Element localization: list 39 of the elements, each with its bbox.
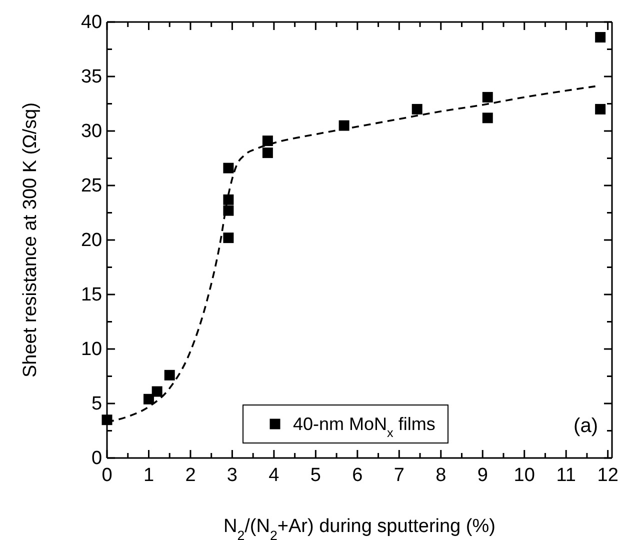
point [143, 394, 154, 404]
x-tick-label: 7 [394, 464, 404, 486]
x-tick-label: 1 [143, 464, 154, 486]
point [223, 162, 234, 174]
y-tick-label: 25 [80, 176, 102, 197]
point [262, 148, 273, 158]
y-tick-label: 5 [92, 394, 102, 415]
point [262, 136, 273, 146]
x-tick-label: 12 [597, 464, 618, 486]
point [595, 32, 606, 43]
x-tick-label: 9 [477, 464, 488, 486]
point [223, 232, 234, 244]
y-tick-label: 35 [80, 66, 102, 88]
point [482, 92, 493, 102]
point [595, 104, 606, 114]
y-tick-label: 40 [80, 12, 102, 34]
y-tick-label: 30 [80, 121, 102, 142]
y-tick-label: 20 [80, 230, 102, 252]
y-axis-title: Sheet resistance at 300 K (Ω/sq) [20, 102, 41, 378]
point [164, 370, 175, 380]
x-tick-label: 2 [185, 464, 196, 486]
x-tick-label: 6 [352, 464, 363, 486]
annotation: (a) [574, 415, 598, 437]
point [482, 112, 493, 124]
x-tick-label: 4 [268, 464, 280, 486]
x-tick-label: 8 [436, 464, 446, 486]
x-axis-title: N$_{2}$/(N$_{2}$+Ar) during sputtering (%) [224, 516, 496, 540]
point [412, 104, 422, 114]
point [223, 194, 234, 205]
y-tick-label: 10 [80, 339, 102, 360]
y-tick-label: 15 [80, 284, 102, 306]
legend-label: 40-nm MoN$_{x}$ films [293, 414, 436, 440]
x-tick-label: 10 [514, 464, 535, 486]
x-tick-label: 5 [310, 464, 321, 486]
x-tick-label: 11 [556, 464, 576, 486]
point [223, 205, 234, 216]
x-tick-label: 3 [226, 464, 238, 486]
y-tick-label: 0 [92, 448, 102, 470]
point [152, 386, 162, 397]
